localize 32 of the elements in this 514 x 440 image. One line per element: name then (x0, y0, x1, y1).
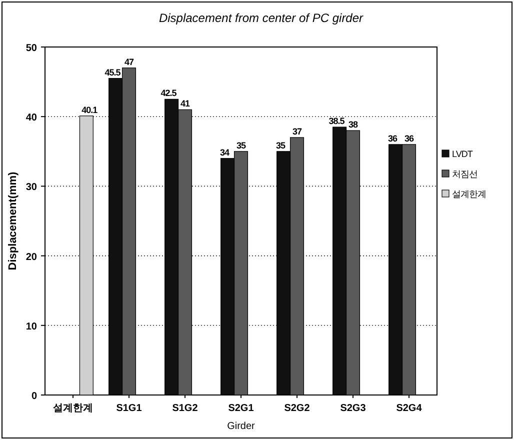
data-label: 34 (220, 147, 230, 158)
data-label: 37 (292, 126, 302, 136)
y-axis-title: Displacement(mm) (7, 171, 19, 270)
data-label: 38 (348, 120, 358, 130)
legend-label: 처짐선 (452, 169, 478, 179)
data-label: 38.5 (328, 116, 345, 126)
y-tick-label: 50 (26, 43, 38, 54)
x-axis-title: Girder (227, 421, 256, 432)
x-tick-label: S2G3 (340, 403, 366, 414)
x-tick-label: S2G2 (284, 403, 310, 414)
chart-title: Displacement from center of PC girder (158, 11, 364, 25)
x-tick-label: S2G4 (396, 403, 422, 414)
legend-label: LVDT (452, 149, 474, 159)
y-tick-label: 40 (26, 112, 38, 124)
y-tick-label: 10 (26, 321, 38, 332)
data-label: 41 (180, 98, 190, 109)
x-tick-label: S1G1 (116, 403, 142, 414)
data-label: 35 (236, 140, 246, 150)
x-tick-label: S1G2 (172, 403, 198, 414)
x-tick-label: 설계한계 (53, 403, 93, 414)
y-tick-label: 0 (31, 391, 38, 402)
y-tick-label: 20 (26, 252, 38, 263)
y-tick-label: 30 (26, 182, 38, 194)
data-label: 36 (388, 133, 398, 144)
data-label: 42.5 (160, 88, 177, 98)
data-label: 36 (404, 133, 414, 144)
legend-label: 설계한계 (452, 189, 486, 199)
data-label: 35 (276, 140, 286, 150)
data-label: 45.5 (104, 67, 121, 78)
data-label: 47 (124, 56, 134, 67)
data-label: 40.1 (82, 104, 98, 115)
x-tick-label: S2G1 (228, 403, 254, 414)
